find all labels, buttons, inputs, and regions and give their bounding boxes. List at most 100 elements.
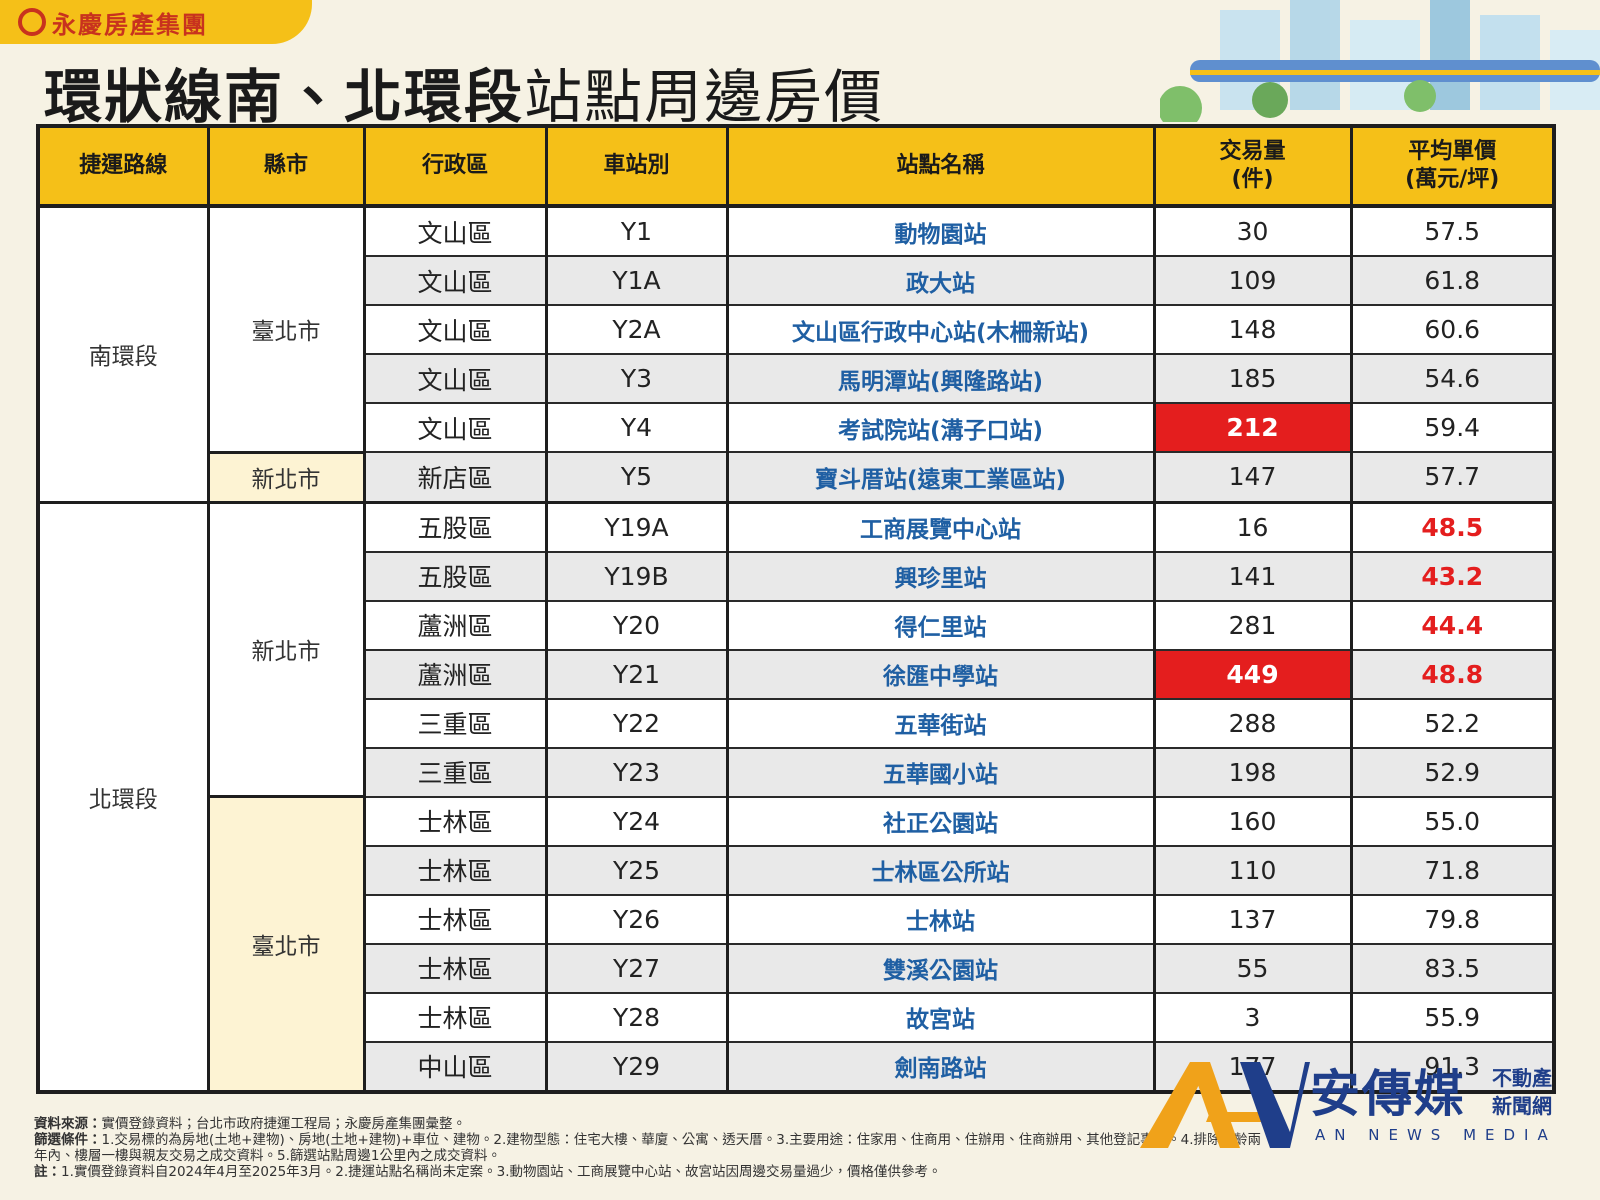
station-code-cell: Y26 bbox=[544, 894, 729, 945]
column-header: 車站別 bbox=[544, 124, 729, 208]
price-table: 捷運路線 縣市 行政區 車站別 站點名稱 交易量 (件) 平均單價 (萬元/坪) 南環段臺北市 文… bbox=[36, 124, 1556, 1094]
table-row: 三重區 Y22 五華街站 288 52.2 bbox=[38, 698, 1556, 749]
station-name-cell: 興珍里站 bbox=[725, 551, 1156, 602]
district-cell: 蘆洲區 bbox=[362, 649, 548, 700]
district-cell: 三重區 bbox=[362, 747, 548, 798]
logo-mark bbox=[18, 8, 46, 36]
district-cell: 新店區 bbox=[362, 452, 548, 504]
district-cell: 文山區 bbox=[362, 256, 548, 306]
route-cell: 北環段 bbox=[36, 502, 210, 1093]
station-code-cell: Y1 bbox=[544, 206, 729, 257]
title-light: 站點周邊房價 bbox=[524, 63, 885, 131]
volume-cell: 109 bbox=[1152, 256, 1353, 306]
price-cell: 71.8 bbox=[1349, 845, 1556, 896]
district-cell: 五股區 bbox=[362, 551, 548, 602]
district-cell: 五股區 bbox=[362, 502, 548, 553]
station-code-cell: Y19A bbox=[544, 502, 729, 553]
footnote-label: 註： bbox=[34, 1164, 61, 1180]
table-row: 五股區 Y19B 興珍里站 141 43.2 bbox=[38, 551, 1556, 602]
price-cell: 48.5 bbox=[1349, 502, 1556, 553]
price-cell: 61.8 bbox=[1349, 256, 1556, 306]
skyline-decoration bbox=[1160, 0, 1600, 122]
column-header: 平均單價 (萬元/坪) bbox=[1349, 124, 1556, 208]
price-cell: 52.2 bbox=[1349, 698, 1556, 749]
route-cell: 南環段 bbox=[36, 206, 210, 504]
city-cell: 新北市 bbox=[206, 502, 366, 798]
volume-cell: 212 bbox=[1152, 403, 1353, 453]
station-code-cell: Y4 bbox=[544, 403, 729, 453]
price-cell: 54.6 bbox=[1349, 354, 1556, 404]
price-cell: 83.5 bbox=[1349, 943, 1556, 994]
district-cell: 士林區 bbox=[362, 796, 548, 847]
price-cell: 44.4 bbox=[1349, 600, 1556, 651]
station-code-cell: Y28 bbox=[544, 992, 729, 1043]
district-cell: 士林區 bbox=[362, 992, 548, 1043]
table-row: 文山區 Y3 馬明潭站(興隆路站) 185 54.6 bbox=[38, 354, 1556, 404]
district-cell: 士林區 bbox=[362, 943, 548, 994]
footnotes: 資料來源：實價登錄資料；台北市政府捷運工程局；永慶房產集團彙整。 篩選條件：1.交… bbox=[34, 1116, 1274, 1180]
volume-cell: 185 bbox=[1152, 354, 1353, 404]
city-cell: 臺北市 bbox=[206, 796, 366, 1093]
district-cell: 士林區 bbox=[362, 845, 548, 896]
table-body: 南環段 臺北市 文山區 Y1 動物園站 30 57.5 文山區 Y1A 政大站 109 61.8 文山區… bbox=[36, 206, 1556, 1093]
city-cell: 新北市 bbox=[206, 452, 366, 504]
footnote-label: 資料來源： bbox=[34, 1116, 102, 1132]
station-name-cell: 徐匯中學站 bbox=[725, 649, 1156, 700]
table-row: 新北市 新店區 Y5 寶斗厝站(遠東工業區站) 147 57.7 bbox=[38, 452, 1556, 504]
footnote-text: 1.交易標的為房地(土地+建物)、房地(土地+建物)+車位、建物。2.建物型態：… bbox=[34, 1132, 1262, 1164]
station-code-cell: Y25 bbox=[544, 845, 729, 896]
footnote: 篩選條件：1.交易標的為房地(土地+建物)、房地(土地+建物)+車位、建物。2.… bbox=[34, 1132, 1274, 1164]
station-code-cell: Y29 bbox=[544, 1041, 729, 1093]
volume-cell: 141 bbox=[1152, 551, 1353, 602]
table-row: 臺北市 士林區 Y24 社正公園站 160 55.0 bbox=[38, 796, 1556, 1093]
station-name-cell: 文山區行政中心站(木柵新站) bbox=[725, 305, 1156, 355]
table-row: 蘆洲區 Y21 徐匯中學站 449 48.8 bbox=[38, 649, 1556, 700]
volume-cell: 160 bbox=[1152, 796, 1353, 847]
station-name-cell: 雙溪公園站 bbox=[725, 943, 1156, 994]
district-cell: 中山區 bbox=[362, 1041, 548, 1093]
station-code-cell: Y21 bbox=[544, 649, 729, 700]
price-cell: 57.7 bbox=[1349, 452, 1556, 504]
watermark-sub: 新聞網 bbox=[1492, 1094, 1552, 1118]
table-row: 蘆洲區 Y20 得仁里站 281 44.4 bbox=[38, 600, 1556, 651]
column-header: 行政區 bbox=[362, 124, 548, 208]
station-name-cell: 工商展覽中心站 bbox=[725, 502, 1156, 553]
column-header: 交易量 (件) bbox=[1152, 124, 1353, 208]
station-name-cell: 士林站 bbox=[725, 894, 1156, 945]
price-cell: 79.8 bbox=[1349, 894, 1556, 945]
district-cell: 文山區 bbox=[362, 305, 548, 355]
title-bold: 環狀線南、北環段 bbox=[44, 63, 525, 131]
footnote-label: 篩選條件： bbox=[34, 1132, 102, 1148]
price-cell: 52.9 bbox=[1349, 747, 1556, 798]
station-name-cell: 政大站 bbox=[725, 256, 1156, 306]
header-row: 捷運路線 縣市 行政區 車站別 站點名稱 交易量 (件) 平均單價 (萬元/坪) bbox=[36, 124, 1556, 208]
volume-cell: 110 bbox=[1152, 845, 1353, 896]
station-name-cell: 士林區公所站 bbox=[725, 845, 1156, 896]
table-row: 士林區 Y26 士林站 137 79.8 bbox=[38, 894, 1556, 945]
table-row: 北環段 新北市 五股區 Y19A 工商展覽中心站 16 48.5 bbox=[36, 502, 1556, 1093]
district-cell: 文山區 bbox=[362, 403, 548, 453]
volume-cell: 55 bbox=[1152, 943, 1353, 994]
station-code-cell: Y24 bbox=[544, 796, 729, 847]
station-name-cell: 動物園站 bbox=[725, 206, 1156, 257]
volume-cell: 198 bbox=[1152, 747, 1353, 798]
volume-cell: 288 bbox=[1152, 698, 1353, 749]
column-header-line: (萬元/坪) bbox=[1405, 167, 1500, 192]
district-cell: 文山區 bbox=[362, 206, 548, 257]
station-code-cell: Y2A bbox=[544, 305, 729, 355]
price-cell: 43.2 bbox=[1349, 551, 1556, 602]
price-cell: 57.5 bbox=[1349, 206, 1556, 257]
footnote: 資料來源：實價登錄資料；台北市政府捷運工程局；永慶房產集團彙整。 bbox=[34, 1116, 1274, 1132]
price-cell: 91.3 bbox=[1349, 1041, 1556, 1093]
volume-cell: 449 bbox=[1152, 649, 1353, 700]
station-code-cell: Y22 bbox=[544, 698, 729, 749]
column-header-line: 交易量 bbox=[1219, 139, 1286, 164]
station-name-cell: 馬明潭站(興隆路站) bbox=[725, 354, 1156, 404]
station-name-cell: 五華國小站 bbox=[725, 747, 1156, 798]
station-code-cell: Y5 bbox=[544, 452, 729, 504]
station-code-cell: Y23 bbox=[544, 747, 729, 798]
watermark-sub: 不動產 bbox=[1492, 1066, 1552, 1090]
volume-cell: 137 bbox=[1152, 894, 1353, 945]
station-code-cell: Y3 bbox=[544, 354, 729, 404]
column-header: 縣市 bbox=[206, 124, 366, 208]
